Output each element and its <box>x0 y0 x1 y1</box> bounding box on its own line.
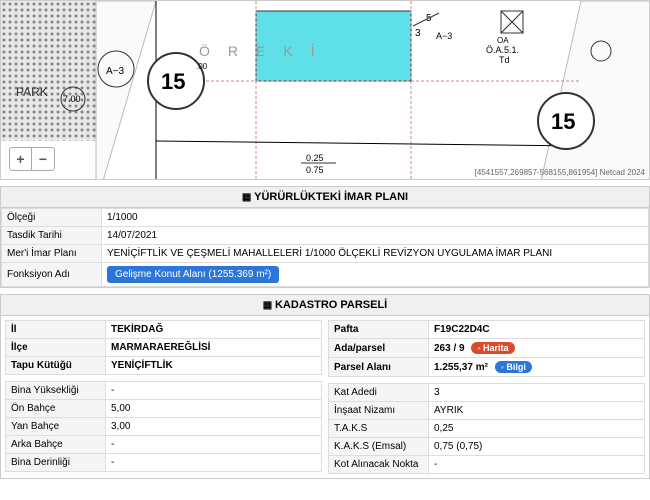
table-row-value: 0,75 (0,75) <box>429 438 645 456</box>
table-row-value: TEKİRDAĞ <box>106 321 322 339</box>
table-row-value: - <box>106 436 322 454</box>
table-row-label: Arka Bahçe <box>6 436 106 454</box>
badge-harita[interactable]: ◦ Harita <box>471 342 514 354</box>
table-row-value: F19C22D4C <box>429 321 645 339</box>
imar-row-value: 1/1000 <box>102 209 649 227</box>
svg-text:A−3: A−3 <box>106 66 125 77</box>
table-row-label: Parsel Alanı <box>329 358 429 377</box>
table-row-label: Bina Yüksekliği <box>6 382 106 400</box>
map-svg: PARK 7.00 A−3 15 .00 15 OA Ö.A.5.1. Td Ö… <box>1 1 650 180</box>
table-row-value: - <box>106 454 322 472</box>
table-row-value: AYRIK <box>429 402 645 420</box>
zoom-out-button[interactable]: − <box>32 148 54 170</box>
svg-text:.00: .00 <box>196 62 208 71</box>
kadastro-left-bold: İlTEKİRDAĞİlçeMARMARAEREĞLİSİTapu Kütüğü… <box>5 320 322 375</box>
svg-text:ÖREKİ: ÖREKİ <box>199 42 333 59</box>
table-row-value: 263 / 9 ◦ Harita <box>429 339 645 358</box>
kadastro-section: KADASTRO PARSELİ İlTEKİRDAĞİlçeMARMARAER… <box>0 294 650 479</box>
table-row-label: Ön Bahçe <box>6 400 106 418</box>
svg-text:15: 15 <box>161 69 185 94</box>
zoom-controls: + − <box>9 147 55 171</box>
svg-text:OA: OA <box>497 36 509 45</box>
kadastro-header: KADASTRO PARSELİ <box>1 295 649 316</box>
table-row-value: 1.255,37 m² ◦ Bilgi <box>429 358 645 377</box>
park-label: PARK <box>16 85 48 99</box>
kadastro-right-detail: Kat Adedi3İnşaat NizamıAYRIKT.A.K.S0,25K… <box>328 383 645 474</box>
table-row-label: Yan Bahçe <box>6 418 106 436</box>
fonksiyon-button[interactable]: Gelişme Konut Alanı (1255.369 m²) <box>107 266 279 283</box>
table-row-label: Kot Alınacak Nokta <box>329 456 429 474</box>
svg-text:7.00: 7.00 <box>63 94 81 104</box>
fonksiyon-label: Fonksiyon Adı <box>2 263 102 287</box>
svg-text:3: 3 <box>415 28 421 39</box>
table-row-label: K.A.K.S (Emsal) <box>329 438 429 456</box>
table-row-label: Kat Adedi <box>329 384 429 402</box>
svg-text:15: 15 <box>551 109 575 134</box>
table-row-value: - <box>106 382 322 400</box>
table-row-value: 0,25 <box>429 420 645 438</box>
kadastro-left-detail: Bina Yüksekliği-Ön Bahçe5,00Yan Bahçe3,0… <box>5 381 322 472</box>
svg-text:Td: Td <box>499 55 510 65</box>
table-row-value: - <box>429 456 645 474</box>
table-row-label: İl <box>6 321 106 339</box>
table-row-label: Tapu Kütüğü <box>6 357 106 375</box>
table-row-label: İlçe <box>6 339 106 357</box>
imar-row-value: 14/07/2021 <box>102 227 649 245</box>
table-row-label: Ada/parsel <box>329 339 429 358</box>
table-row-label: T.A.K.S <box>329 420 429 438</box>
table-row-label: İnşaat Nizamı <box>329 402 429 420</box>
imar-row-label: Mer'i İmar Planı <box>2 245 102 263</box>
table-row-value: 5,00 <box>106 400 322 418</box>
imar-table: Ölçeği1/1000Tasdik Tarihi14/07/2021Mer'i… <box>1 208 649 287</box>
table-row-label: Bina Derinliği <box>6 454 106 472</box>
table-row-value: 3,00 <box>106 418 322 436</box>
table-row-label: Pafta <box>329 321 429 339</box>
svg-text:A−3: A−3 <box>436 31 452 41</box>
map-area: PARK 7.00 A−3 15 .00 15 OA Ö.A.5.1. Td Ö… <box>0 0 650 180</box>
imar-row-label: Ölçeği <box>2 209 102 227</box>
svg-text:0.75: 0.75 <box>306 165 324 175</box>
table-row-value: MARMARAEREĞLİSİ <box>106 339 322 357</box>
badge-bilgi[interactable]: ◦ Bilgi <box>495 361 532 373</box>
svg-text:Ö.A.5.1.: Ö.A.5.1. <box>486 45 519 55</box>
imar-row-label: Tasdik Tarihi <box>2 227 102 245</box>
coords-label: [4541557,269857-568155,861954] Netcad 20… <box>475 168 645 177</box>
table-row-value: 3 <box>429 384 645 402</box>
imar-section: YÜRÜRLÜKTEKİ İMAR PLANI Ölçeği1/1000Tasd… <box>0 186 650 288</box>
table-row-value: YENİÇİFTLİK <box>106 357 322 375</box>
imar-row-value: YENİÇİFTLİK VE ÇEŞMELİ MAHALLELERİ 1/100… <box>102 245 649 263</box>
imar-header: YÜRÜRLÜKTEKİ İMAR PLANI <box>1 187 649 208</box>
svg-text:0.25: 0.25 <box>306 153 324 163</box>
kadastro-right-bold: PaftaF19C22D4CAda/parsel263 / 9 ◦ Harita… <box>328 320 645 377</box>
zoom-in-button[interactable]: + <box>10 148 32 170</box>
